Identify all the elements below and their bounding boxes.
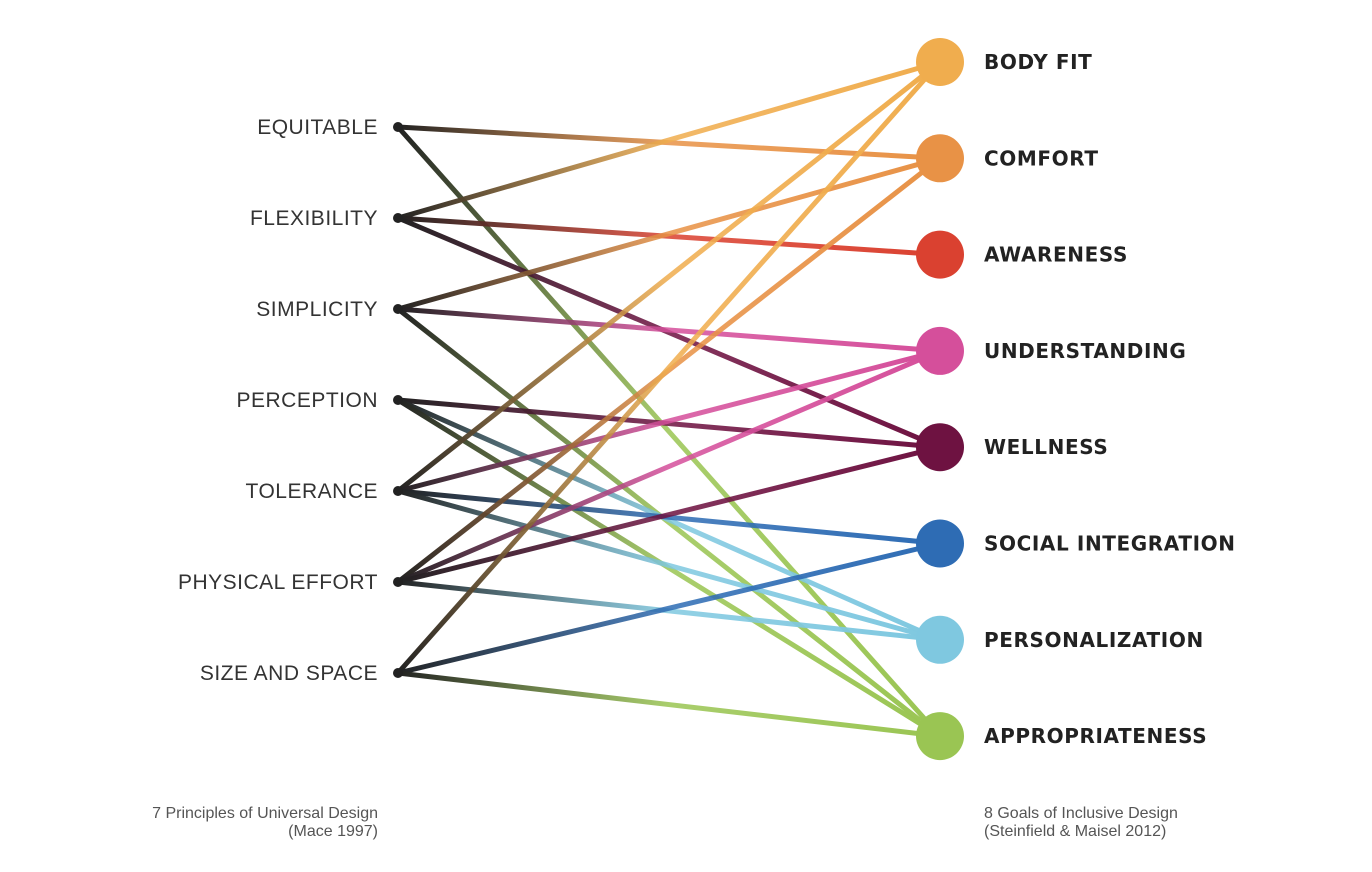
principle-label-simplicity: SIMPLICITY	[256, 298, 378, 321]
link-flexibility-to-awareness	[395, 215, 943, 258]
principle-node-size-and-space	[393, 668, 403, 678]
principle-label-size-and-space: SIZE AND SPACE	[200, 662, 378, 685]
link-tolerance-to-social-integration	[395, 488, 943, 546]
link-equitable-to-comfort	[395, 124, 943, 161]
goal-label-understanding: UNDERSTANDING	[984, 339, 1186, 363]
goal-node-body-fit	[916, 38, 964, 86]
goal-node-appropriateness	[916, 712, 964, 761]
principle-node-perception	[393, 395, 403, 405]
link-flexibility-to-wellness	[395, 215, 943, 450]
goal-label-comfort: COMFORT	[984, 146, 1099, 170]
link-physical-effort-to-personalization	[395, 579, 943, 643]
goal-label-body-fit: BODY FIT	[984, 50, 1092, 74]
principle-label-physical-effort: PHYSICAL EFFORT	[178, 571, 378, 594]
principle-node-simplicity	[393, 304, 403, 314]
principle-label-perception: PERCEPTION	[236, 389, 378, 412]
link-perception-to-wellness	[395, 397, 943, 450]
link-simplicity-to-understanding	[395, 306, 943, 354]
principle-label-equitable: EQUITABLE	[257, 116, 378, 139]
goals-caption-title: 8 Goals of Inclusive Design	[984, 805, 1178, 822]
link-flexibility-to-body-fit	[395, 59, 943, 221]
principle-label-tolerance: TOLERANCE	[246, 480, 378, 503]
principle-label-flexibility: FLEXIBILITY	[250, 207, 378, 230]
link-size-and-space-to-appropriateness	[395, 670, 943, 739]
goal-node-understanding	[916, 326, 964, 375]
link-size-and-space-to-body-fit	[395, 59, 943, 676]
link-perception-to-personalization	[395, 397, 943, 643]
link-equitable-to-appropriateness	[395, 124, 943, 739]
link-physical-effort-to-wellness	[395, 444, 943, 585]
goal-label-wellness: WELLNESS	[984, 435, 1108, 459]
goal-label-awareness: AWARENESS	[984, 243, 1128, 267]
goal-node-wellness	[916, 423, 964, 472]
principles-caption-title: 7 Principles of Universal Design	[152, 805, 378, 822]
principle-node-tolerance	[393, 486, 403, 496]
link-tolerance-to-personalization	[395, 488, 943, 643]
principles-caption-citation: (Mace 1997)	[288, 823, 378, 840]
link-simplicity-to-comfort	[395, 155, 943, 312]
principle-node-equitable	[393, 122, 403, 132]
principle-node-flexibility	[393, 213, 403, 223]
principle-nodes: EQUITABLE FLEXIBILITY SIMPLICITY PERCEPTION…	[178, 116, 403, 685]
goal-node-comfort	[916, 134, 964, 183]
link-tolerance-to-body-fit	[395, 59, 943, 494]
link-physical-effort-to-understanding	[395, 348, 943, 585]
goal-label-social-integration: SOCIAL INTEGRATION	[984, 532, 1236, 556]
goal-nodes: BODY FIT COMFORT AWARENESS UNDERSTANDING WEL…	[916, 38, 1236, 761]
link-tolerance-to-understanding	[395, 348, 943, 494]
principle-node-physical-effort	[393, 577, 403, 587]
goals-caption-citation: (Steinfield & Maisel 2012)	[984, 823, 1166, 840]
goal-node-social-integration	[916, 519, 964, 568]
link-perception-to-appropriateness	[395, 397, 943, 739]
goal-node-personalization	[916, 615, 964, 664]
link-size-and-space-to-social-integration	[395, 541, 943, 676]
goal-node-awareness	[916, 230, 964, 279]
connection-lines	[395, 59, 943, 739]
goal-label-personalization: PERSONALIZATION	[984, 628, 1204, 652]
goal-label-appropriateness: APPROPRIATENESS	[984, 724, 1207, 748]
